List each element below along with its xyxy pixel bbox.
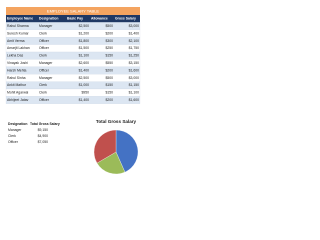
summary-value: $4,900 (38, 134, 48, 138)
table-cell: Harsh Mehta (7, 68, 27, 72)
table-cell: $500 (105, 76, 113, 80)
table-cell: Ankit Mathur (7, 83, 27, 87)
table-cell: $150 (105, 83, 113, 87)
table-cell: $1,100 (79, 54, 89, 58)
table-cell: Abhijeet Jatav (7, 98, 29, 102)
chart-title: Total Gross Salary (96, 119, 137, 124)
table-cell: Clerk (39, 91, 47, 95)
table-cell: Rahul Sinha (7, 76, 26, 80)
table-cell: Officer (39, 68, 50, 72)
table-cell: $1,800 (79, 39, 89, 43)
header-row (6, 15, 140, 23)
table-cell: $1,750 (129, 46, 139, 50)
table-cell: $200 (105, 98, 113, 102)
table-row (5, 74, 141, 82)
summary-header: Total Gross Salary (30, 122, 60, 126)
table-cell: $1,400 (129, 31, 139, 35)
table-cell: Suresh Kumar (7, 31, 30, 35)
summary-value: $9,150 (38, 128, 48, 132)
header-cell: Basic Pay (67, 17, 83, 21)
table-cell: $150 (105, 91, 113, 95)
table-cell: $1,600 (129, 98, 139, 102)
pie-slice (115, 129, 139, 173)
table-cell: Clerk (39, 31, 47, 35)
table-cell: $1,100 (129, 91, 139, 95)
pie-slice (96, 151, 126, 175)
header-cell: Employee Name (7, 17, 33, 21)
table-cell: $500 (105, 24, 113, 28)
table-cell: $200 (105, 68, 113, 72)
table-cell: $3,000 (129, 24, 139, 28)
table-row (5, 81, 141, 90)
header-cell: Allowance (91, 17, 108, 21)
table-cell: $2,600 (79, 61, 89, 65)
table-cell: $1,600 (129, 68, 139, 72)
table-row (5, 51, 141, 60)
summary-label: Clerk (8, 134, 16, 138)
table-row (5, 37, 141, 45)
table-cell: $1,400 (79, 68, 89, 72)
table-cell: $1,200 (79, 31, 89, 35)
summary-header: Designation (8, 122, 27, 126)
table-cell: $1,500 (79, 46, 89, 50)
table-cell: Manager (39, 24, 53, 28)
title-bar (6, 7, 140, 15)
table-cell: Vinayak Joshi (7, 61, 28, 65)
table-row (5, 96, 141, 104)
table-cell: Officer (39, 46, 50, 50)
pie-slice (93, 129, 117, 164)
table-cell: $1,250 (129, 54, 139, 58)
table-cell: Mohit Agarwal (7, 91, 29, 95)
summary-value: $7,050 (38, 140, 48, 144)
table-cell: Amit Verma (7, 39, 25, 43)
table-cell: Rahul Sharma (7, 24, 29, 28)
table-cell: $300 (105, 39, 113, 43)
table-cell: $550 (105, 61, 113, 65)
table-cell: $3,150 (129, 61, 139, 65)
sheet: EMPLOYEE SALARY TABLE Employee Name Desig… (0, 0, 149, 198)
table-cell: $150 (105, 54, 113, 58)
table-title: EMPLOYEE SALARY TABLE (47, 8, 100, 13)
table-cell: $250 (105, 46, 113, 50)
table-cell: $2,500 (79, 76, 89, 80)
table-cell: Amarjit Lakhan (7, 46, 30, 50)
table-cell: $2,500 (79, 24, 89, 28)
summary-label: Officer (8, 140, 19, 144)
header-cell: Designation (39, 17, 58, 21)
table-cell: Officer (39, 39, 50, 43)
table-cell: Manager (39, 76, 53, 80)
table-cell: $200 (105, 31, 113, 35)
table-cell: Manager (39, 61, 53, 65)
header-cell: Gross Salary (115, 17, 136, 21)
table-cell: $1,150 (129, 83, 139, 87)
table-cell: Clerk (39, 83, 47, 87)
summary-label: Manager (8, 128, 22, 132)
table-cell: $1,400 (79, 98, 89, 102)
table-cell: Lekha Das (7, 54, 24, 58)
table-cell: $2,100 (129, 39, 139, 43)
table-cell: $950 (81, 91, 89, 95)
table-cell: $1,000 (79, 83, 89, 87)
table-cell: Clerk (39, 54, 47, 58)
table-cell: Officer (39, 98, 50, 102)
table-cell: $3,000 (129, 76, 139, 80)
